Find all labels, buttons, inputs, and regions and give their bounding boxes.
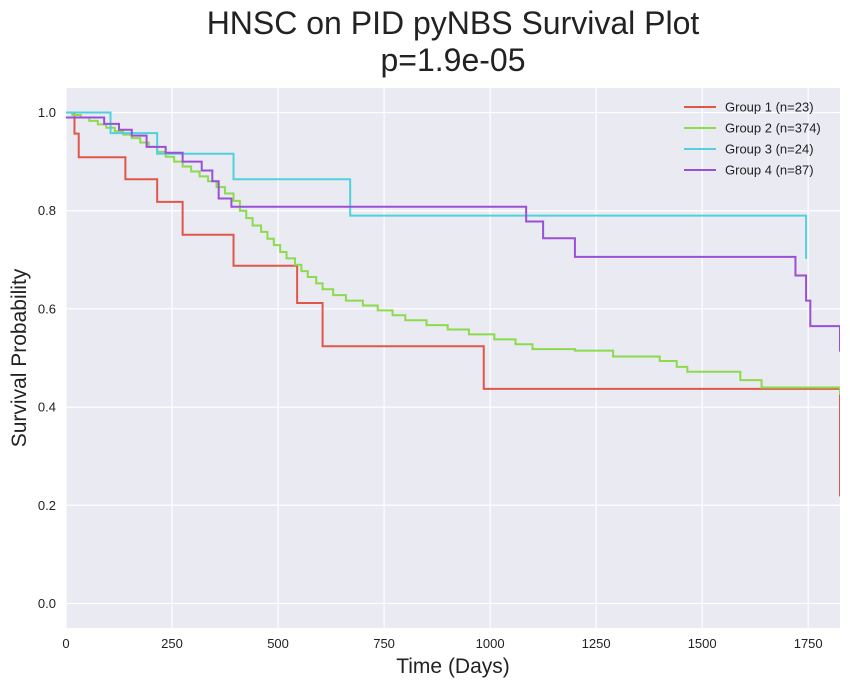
legend-label-group-3: Group 3 (n=24) [725, 142, 814, 157]
chart-title: HNSC on PID pyNBS Survival Plot [207, 5, 700, 41]
chart-subtitle: p=1.9e-05 [380, 42, 525, 78]
plot-area [66, 88, 840, 628]
legend: Group 1 (n=23) Group 2 (n=374) Group 3 (n=… [684, 100, 821, 178]
y-tick-label: 0.6 [38, 301, 56, 316]
y-tick-label: 0.4 [38, 400, 56, 415]
x-tick-label: 1500 [688, 636, 717, 651]
y-axis-ticks: 0.0 0.2 0.4 0.6 0.8 1.0 [38, 105, 56, 611]
legend-label-group-2: Group 2 (n=374) [725, 121, 821, 136]
y-tick-label: 0.0 [38, 596, 56, 611]
legend-label-group-1: Group 1 (n=23) [725, 100, 814, 115]
x-tick-label: 750 [373, 636, 395, 651]
series-line-group-2 [66, 111, 840, 395]
x-axis-label: Time (Days) [396, 655, 510, 678]
series-line-group-3 [66, 111, 808, 259]
x-axis-ticks: 0 250 500 750 1000 1250 1500 1750 [62, 636, 822, 651]
x-tick-label: 250 [161, 636, 183, 651]
x-tick-label: 1250 [582, 636, 611, 651]
series-layer [66, 111, 840, 497]
x-tick-label: 1000 [476, 636, 505, 651]
y-tick-label: 0.2 [38, 498, 56, 513]
x-tick-label: 1750 [794, 636, 823, 651]
y-tick-label: 0.8 [38, 203, 56, 218]
legend-label-group-4: Group 4 (n=87) [725, 163, 814, 178]
grid-lines [65, 88, 840, 628]
y-axis-label: Survival Probability [8, 268, 31, 447]
x-tick-label: 500 [267, 636, 289, 651]
series-line-group-1 [66, 111, 840, 497]
x-tick-label: 0 [62, 636, 69, 651]
series-line-group-4 [66, 116, 840, 352]
y-tick-label: 1.0 [38, 105, 56, 120]
